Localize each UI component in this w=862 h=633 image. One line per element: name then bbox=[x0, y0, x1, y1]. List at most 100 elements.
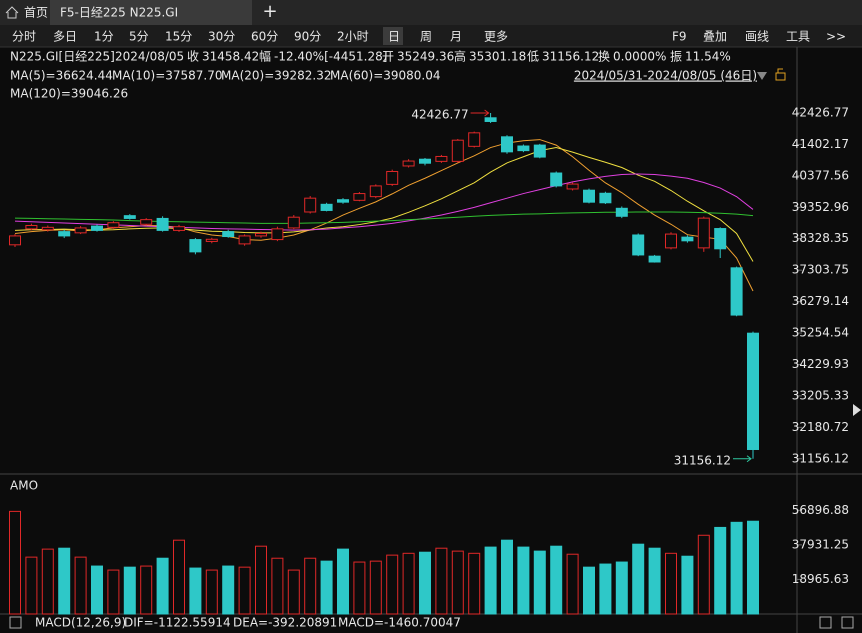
candle-body bbox=[730, 267, 743, 316]
period-button[interactable]: 月 bbox=[450, 30, 462, 44]
candle-body bbox=[255, 232, 267, 237]
annotation-arrow bbox=[733, 455, 752, 463]
tool-button[interactable]: 工具 bbox=[786, 30, 810, 44]
lock-shackle bbox=[777, 68, 783, 73]
range-dropdown[interactable] bbox=[757, 72, 767, 80]
volume-bar bbox=[369, 560, 382, 615]
candle-body bbox=[681, 236, 694, 242]
candle-body bbox=[337, 199, 349, 203]
y-tick-label: 37303.75 bbox=[792, 263, 849, 277]
volume-bar bbox=[583, 566, 595, 615]
expand-arrow[interactable] bbox=[853, 404, 861, 416]
volume-bar bbox=[140, 565, 153, 615]
period-button[interactable]: 1分 bbox=[94, 30, 114, 44]
info-item: 振 bbox=[670, 50, 682, 64]
volume-bar bbox=[156, 557, 169, 615]
volume-bar bbox=[287, 569, 300, 615]
add-tab[interactable]: + bbox=[262, 1, 277, 22]
period-button[interactable]: 更多 bbox=[484, 30, 508, 44]
y-tick-label: 41402.17 bbox=[792, 137, 849, 151]
volume-bar bbox=[337, 548, 349, 615]
macd-legend: MACD(12,26,9) bbox=[35, 616, 126, 630]
period-button[interactable]: 日 bbox=[388, 30, 400, 44]
volume-bar bbox=[91, 565, 103, 615]
ma-line bbox=[14, 173, 754, 231]
candle-body bbox=[25, 224, 38, 230]
high-annotation: 42426.77 bbox=[411, 107, 468, 121]
period-button[interactable]: 周 bbox=[420, 30, 432, 44]
volume-bar bbox=[271, 557, 284, 615]
y-tick-label: 42426.77 bbox=[792, 105, 849, 119]
candle-body bbox=[238, 235, 251, 245]
period-button[interactable]: 多日 bbox=[53, 30, 77, 44]
candle-body bbox=[304, 197, 317, 213]
tool-button[interactable]: 画线 bbox=[745, 30, 769, 44]
candle-body bbox=[484, 117, 497, 122]
volume-bar bbox=[173, 539, 185, 615]
panel-button[interactable] bbox=[9, 616, 22, 629]
candle-body bbox=[402, 160, 415, 167]
ma-line bbox=[14, 147, 754, 262]
tool-button[interactable]: 叠加 bbox=[703, 30, 727, 44]
volume-bar bbox=[402, 552, 415, 615]
info-item: N225.GI[日经225] bbox=[10, 50, 115, 64]
volume-bar bbox=[205, 569, 218, 615]
volume-bar bbox=[25, 556, 38, 615]
period-button[interactable]: 分时 bbox=[12, 30, 36, 44]
candle-body bbox=[419, 158, 431, 164]
candle-body bbox=[697, 217, 710, 249]
home-tab[interactable]: 首页 bbox=[24, 6, 48, 20]
date-range[interactable]: 2024/05/31-2024/08/05 (46日) bbox=[574, 69, 757, 83]
panel-button[interactable] bbox=[819, 616, 832, 629]
info-item: 35249.36 bbox=[397, 50, 454, 64]
volume-bar bbox=[107, 569, 120, 615]
volume-bar bbox=[435, 547, 448, 615]
candle-body bbox=[353, 193, 366, 201]
selected-period bbox=[383, 27, 403, 45]
volume-bar bbox=[632, 543, 645, 615]
volume-bar bbox=[615, 561, 628, 615]
ma-legend: MA(20)=39282.32 bbox=[221, 69, 332, 83]
period-button[interactable]: 5分 bbox=[129, 30, 149, 44]
y-tick-label: 39352.96 bbox=[792, 200, 849, 214]
lock-icon[interactable] bbox=[775, 72, 786, 81]
info-item: 开 bbox=[382, 50, 394, 64]
info-item: 0.0000% bbox=[613, 50, 666, 64]
candle-body bbox=[714, 228, 727, 250]
volume-bar bbox=[747, 520, 759, 615]
info-item: 高 bbox=[454, 49, 466, 64]
volume-bar bbox=[501, 539, 513, 615]
candle-body bbox=[41, 226, 54, 231]
volume-bar bbox=[697, 534, 710, 615]
info-item: 换 bbox=[598, 50, 610, 64]
candle-body bbox=[517, 145, 530, 152]
volume-bar bbox=[386, 554, 399, 615]
candle-body bbox=[320, 203, 333, 211]
period-button[interactable]: 30分 bbox=[208, 30, 235, 44]
candle-body bbox=[9, 235, 21, 246]
candle-body bbox=[173, 226, 185, 231]
candle-body bbox=[583, 189, 595, 203]
candle-body bbox=[501, 136, 513, 153]
candle-body bbox=[599, 192, 612, 204]
y-tick-label: 18965.63 bbox=[792, 572, 849, 586]
tool-button[interactable]: >> bbox=[826, 30, 846, 44]
active-tab-label[interactable]: F5-日经225 N225.GI bbox=[60, 6, 178, 20]
volume-bar bbox=[9, 510, 21, 615]
candle-body bbox=[189, 239, 202, 253]
annotation-arrow bbox=[470, 109, 490, 117]
period-button[interactable]: 60分 bbox=[251, 30, 278, 44]
volume-bar bbox=[517, 546, 530, 615]
candle-body bbox=[468, 132, 481, 147]
macd-legend: DIF=-1122.55914 bbox=[124, 616, 231, 630]
period-button[interactable]: 15分 bbox=[165, 30, 192, 44]
panel-button[interactable] bbox=[841, 616, 854, 629]
candle-body bbox=[566, 183, 579, 190]
period-button[interactable]: 2小时 bbox=[337, 30, 369, 44]
candle-body bbox=[648, 255, 661, 263]
period-button[interactable]: 90分 bbox=[294, 30, 321, 44]
ma-line bbox=[14, 211, 754, 224]
active-tab[interactable] bbox=[50, 0, 252, 25]
macd-legend: DEA=-392.20891 bbox=[233, 616, 337, 630]
tool-button[interactable]: F9 bbox=[672, 30, 687, 44]
